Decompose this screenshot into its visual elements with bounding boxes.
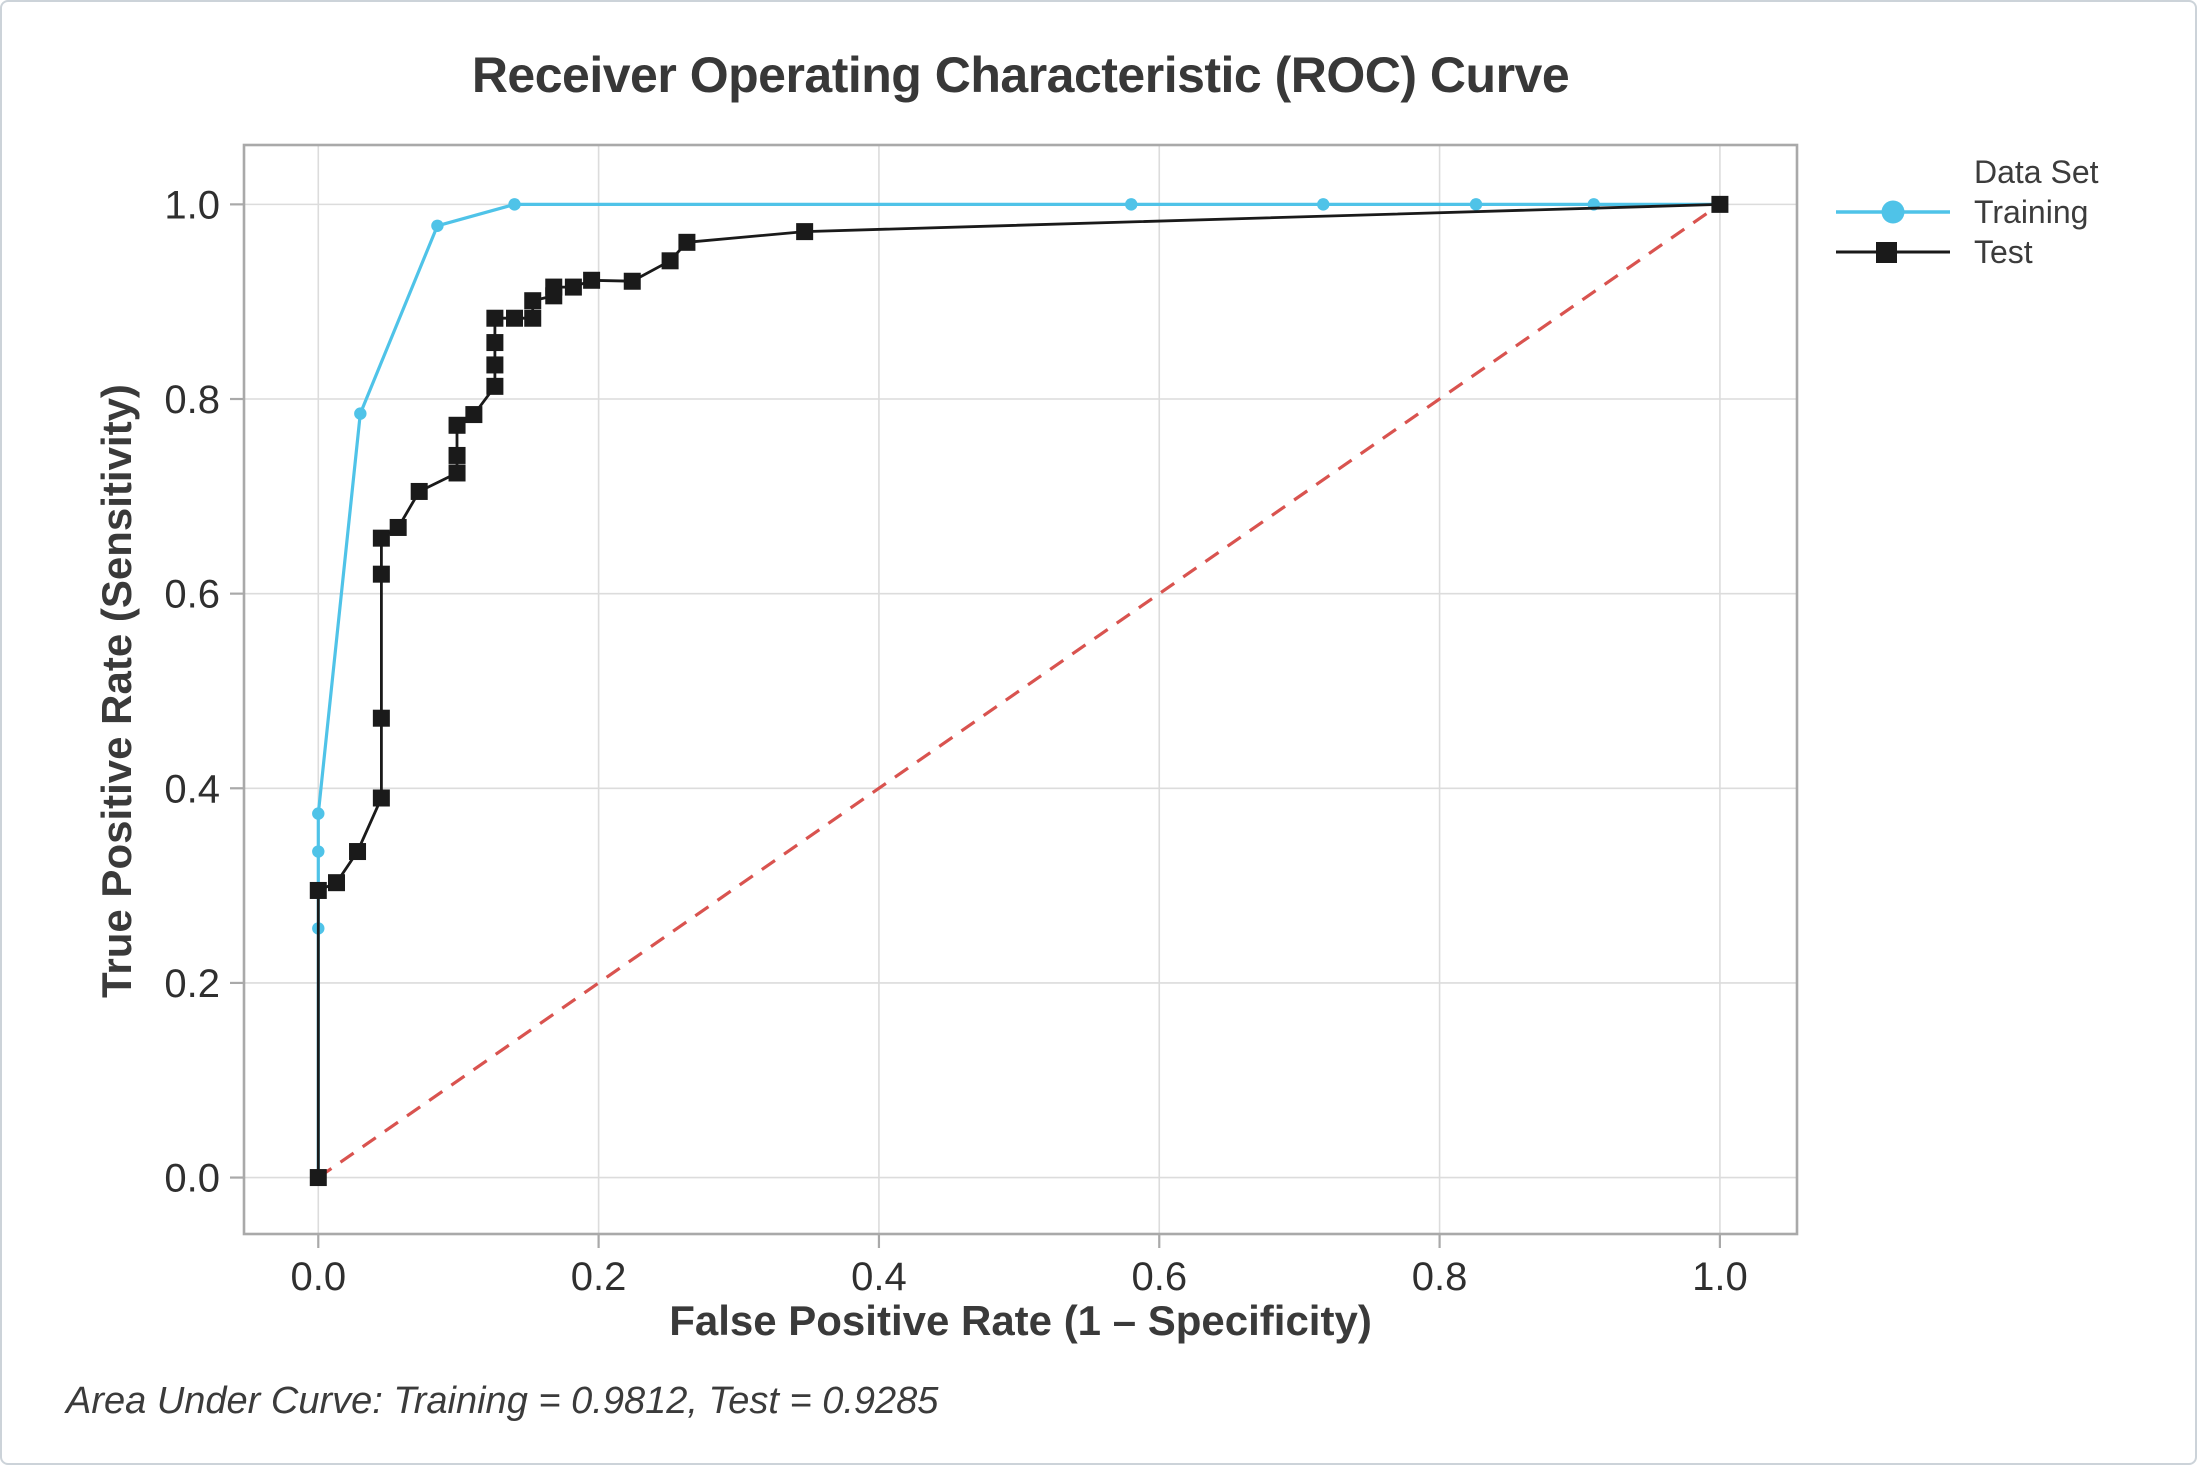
x-tick-label: 1.0 [1692,1255,1748,1299]
auc-annotation: Area Under Curve: Training = 0.9812, Tes… [66,1380,939,1422]
test-marker [545,278,563,296]
y-tick-label: 0.6 [164,573,220,617]
test-marker [524,292,542,310]
y-tick-label: 0.8 [164,378,220,422]
test-marker [623,272,641,290]
test-marker [583,271,601,289]
y-tick-label: 0.2 [164,962,220,1006]
training-marker [312,807,325,820]
training-line-circle-swatch [1836,200,1950,224]
x-axis-label: False Positive Rate (1 – Specificity) [669,1297,1372,1344]
training-marker [431,219,444,232]
y-axis-label: True Positive Rate (Sensitivity) [93,384,140,998]
training-marker [1317,198,1330,211]
test-marker [486,377,504,395]
y-tick-label: 0.4 [164,767,220,811]
training-marker [508,198,521,211]
test-marker [524,309,542,327]
training-marker [354,407,367,420]
x-tick-label: 0.6 [1131,1255,1187,1299]
training-marker [1125,198,1138,211]
test-marker [486,356,504,374]
test-marker [448,464,466,482]
training-curve [316,202,1720,1178]
x-tick-label: 0.4 [851,1255,907,1299]
test-marker [372,529,390,547]
test-marker [796,223,814,241]
test-marker [410,482,428,500]
test-marker [372,565,390,583]
test-marker [372,789,390,807]
test-marker [486,309,504,327]
legend-item-test: Test [1832,232,2099,272]
x-tick-label: 0.8 [1412,1255,1468,1299]
test-marker [661,252,679,270]
x-tick-label: 0.0 [290,1255,346,1299]
legend-label-training: Training [1974,193,2089,230]
y-tick-label: 1.0 [164,183,220,227]
test-marker [309,881,327,899]
test-marker [448,446,466,464]
test-marker [564,278,582,296]
test-marker [328,874,346,892]
test-marker [309,1169,327,1187]
legend: Data Set Training Test [1832,152,2099,272]
x-tick-label: 0.2 [571,1255,627,1299]
chart-title: Receiver Operating Characteristic (ROC) … [471,47,1570,103]
training-marker [312,845,325,858]
chance-diagonal-line [317,203,1721,1179]
test-marker [1711,195,1729,213]
test-marker [372,709,390,727]
test-marker [678,233,696,251]
test-marker [349,843,367,861]
training-marker [1469,198,1483,211]
test-line-square-swatch [1836,242,1950,263]
y-tick-label: 0.0 [164,1157,220,1201]
test-marker [506,309,524,327]
test-marker [448,416,466,434]
legend-title: Data Set [1974,154,2099,190]
plot-frame [242,143,1799,1236]
test-marker [389,518,407,536]
legend-item-training: Training [1832,192,2099,232]
test-marker [465,406,483,424]
test-marker [486,334,504,352]
legend-label-test: Test [1974,233,2033,270]
